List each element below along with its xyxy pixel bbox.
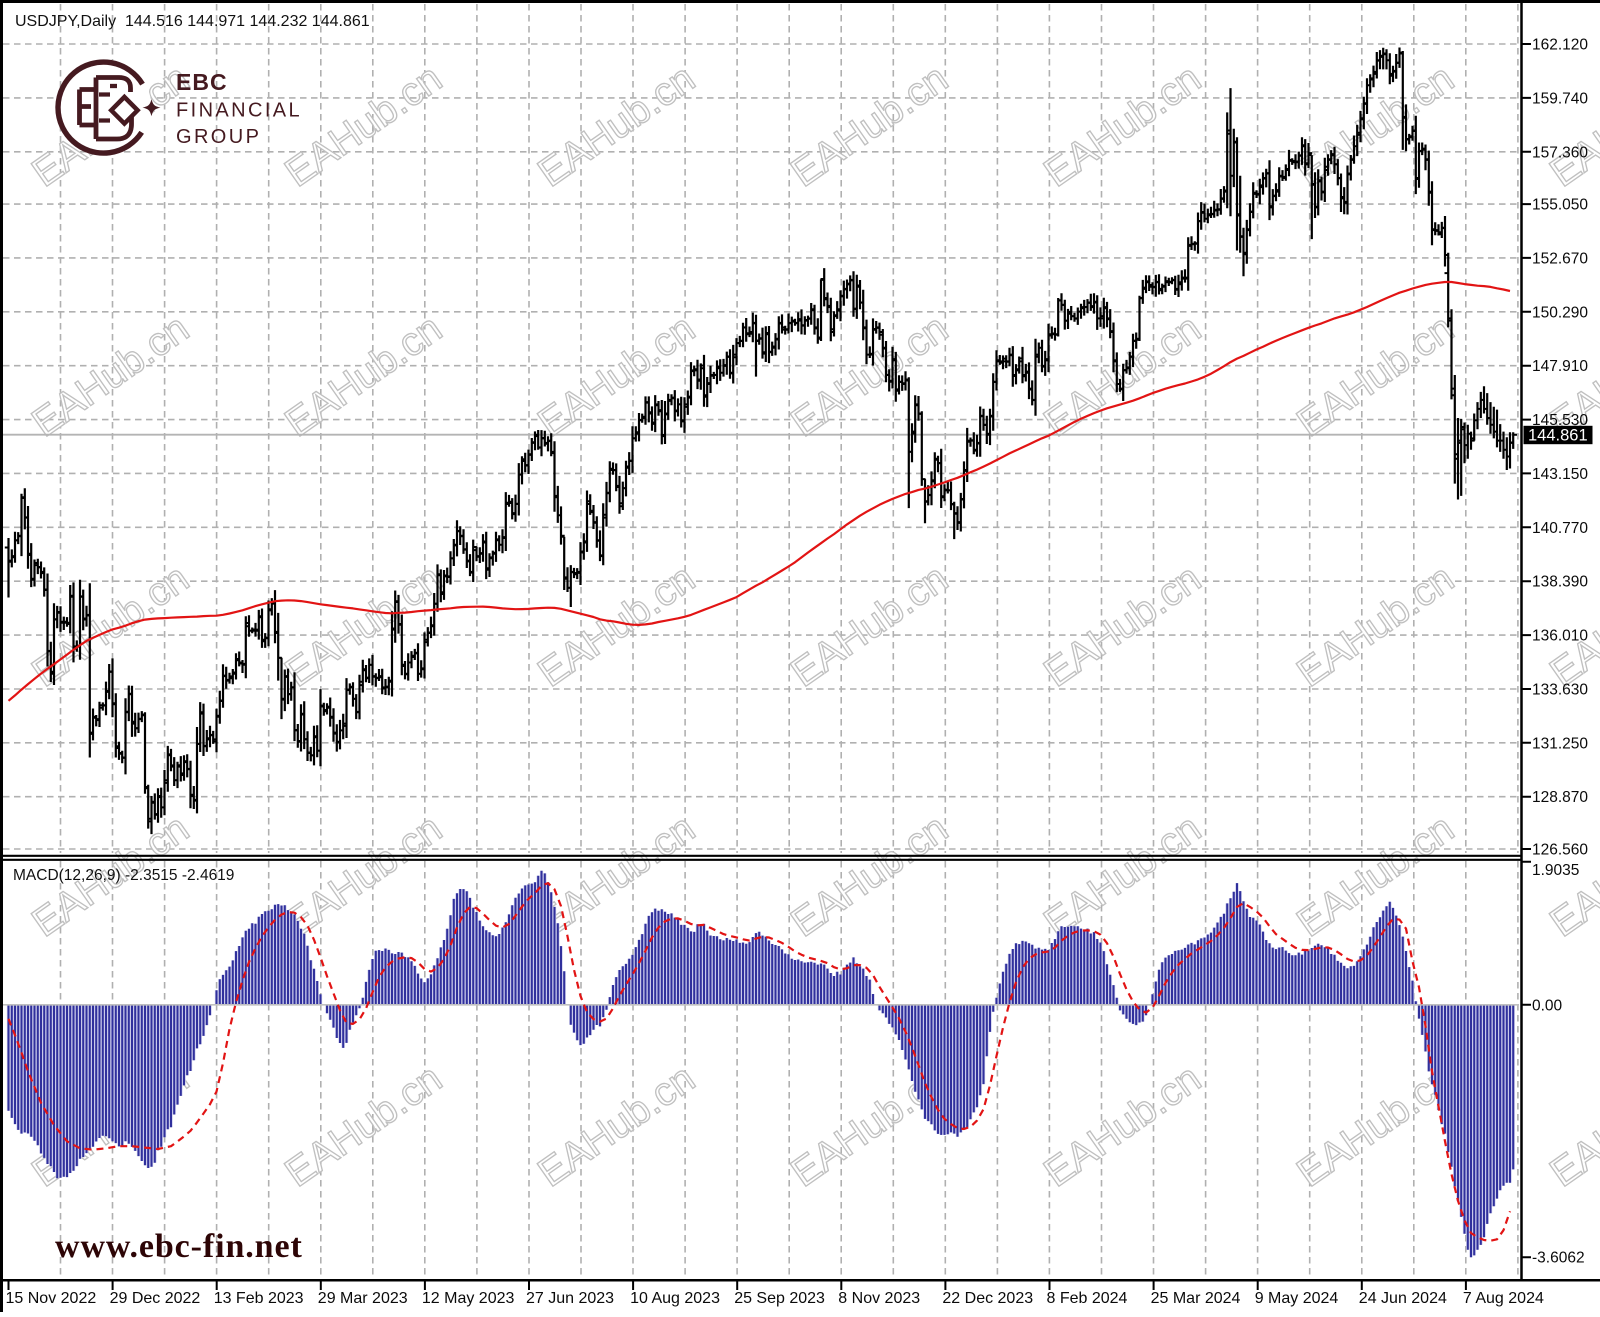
svg-text:162.120: 162.120 (1532, 37, 1588, 54)
svg-text:EBC: EBC (176, 69, 228, 95)
svg-text:10 Aug 2023: 10 Aug 2023 (630, 1290, 720, 1307)
svg-text:8 Nov 2023: 8 Nov 2023 (838, 1290, 920, 1307)
svg-text:24 Jun 2024: 24 Jun 2024 (1359, 1290, 1447, 1307)
svg-text:-3.6062: -3.6062 (1532, 1250, 1585, 1267)
svg-text:157.360: 157.360 (1532, 144, 1588, 161)
svg-text:27 Jun 2023: 27 Jun 2023 (526, 1290, 614, 1307)
svg-text:GROUP: GROUP (176, 126, 261, 148)
svg-text:133.630: 133.630 (1532, 682, 1588, 699)
svg-text:25 Mar 2024: 25 Mar 2024 (1151, 1290, 1241, 1307)
svg-text:FINANCIAL: FINANCIAL (176, 100, 302, 122)
svg-text:144.861: 144.861 (1528, 427, 1588, 445)
svg-text:1.9035: 1.9035 (1532, 862, 1579, 879)
svg-text:150.290: 150.290 (1532, 304, 1588, 321)
svg-text:138.390: 138.390 (1532, 574, 1588, 591)
svg-text:25 Sep 2023: 25 Sep 2023 (734, 1290, 825, 1307)
svg-text:22 Dec 2023: 22 Dec 2023 (942, 1290, 1033, 1307)
svg-text:126.560: 126.560 (1532, 842, 1588, 859)
svg-text:29 Dec 2022: 29 Dec 2022 (110, 1290, 201, 1307)
svg-text:145.530: 145.530 (1532, 412, 1588, 429)
svg-text:147.910: 147.910 (1532, 358, 1588, 375)
svg-text:140.770: 140.770 (1532, 520, 1588, 537)
svg-text:13 Feb 2023: 13 Feb 2023 (214, 1290, 304, 1307)
svg-text:136.010: 136.010 (1532, 628, 1588, 645)
svg-text:155.050: 155.050 (1532, 197, 1588, 214)
svg-text:131.250: 131.250 (1532, 735, 1588, 752)
svg-text:9 May 2024: 9 May 2024 (1255, 1290, 1339, 1307)
svg-text:12 May 2023: 12 May 2023 (422, 1290, 515, 1307)
svg-text:143.150: 143.150 (1532, 466, 1588, 483)
svg-text:7 Aug 2024: 7 Aug 2024 (1463, 1290, 1544, 1307)
svg-text:15 Nov 2022: 15 Nov 2022 (6, 1290, 97, 1307)
svg-text:8 Feb 2024: 8 Feb 2024 (1047, 1290, 1128, 1307)
svg-text:159.740: 159.740 (1532, 90, 1588, 107)
svg-text:128.870: 128.870 (1532, 789, 1588, 806)
svg-text:USDJPY,Daily 144.516 144.971: USDJPY,Daily 144.516 144.971 144.232 144… (15, 13, 370, 30)
svg-text:29 Mar 2023: 29 Mar 2023 (318, 1290, 408, 1307)
svg-text:152.670: 152.670 (1532, 250, 1588, 267)
svg-text:0.00: 0.00 (1532, 997, 1563, 1014)
svg-text:MACD(12,26,9) -2.3515 -2.4619: MACD(12,26,9) -2.3515 -2.4619 (13, 867, 234, 884)
svg-text:www.ebc-fin.net: www.ebc-fin.net (55, 1228, 303, 1265)
